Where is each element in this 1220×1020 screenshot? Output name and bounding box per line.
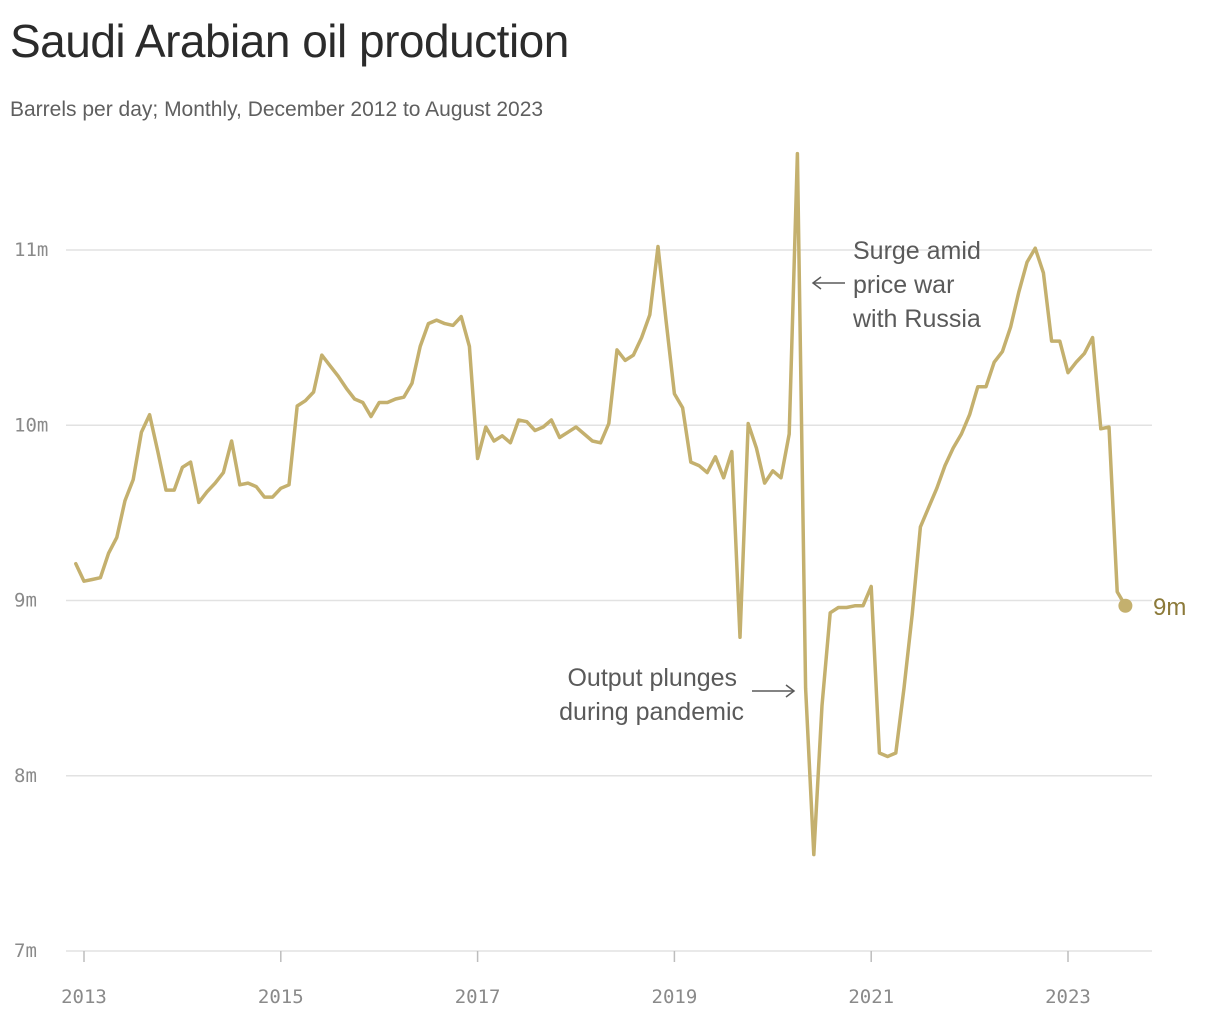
y-tick-label: 11m xyxy=(14,239,48,261)
annotation-surge: Surge amid price war with Russia xyxy=(811,237,988,333)
x-tick-label: 2015 xyxy=(258,986,304,1008)
annotation-plunge-line-2: during pandemic xyxy=(559,698,744,726)
annotation-surge-line-1: Surge amid xyxy=(853,237,981,265)
y-tick-label: 10m xyxy=(14,414,48,436)
x-tick-label: 2019 xyxy=(652,986,698,1008)
x-tick-label: 2013 xyxy=(61,986,107,1008)
gridlines xyxy=(66,249,1152,952)
end-point-marker xyxy=(1118,598,1133,613)
end-value-label: 9m xyxy=(1153,594,1186,621)
y-tick-label: 7m xyxy=(14,940,37,962)
x-tick-label: 2021 xyxy=(848,986,894,1008)
annotation-surge-line-3: with Russia xyxy=(852,305,981,333)
annotation-surge-arrow xyxy=(811,276,845,290)
y-tick-label: 9m xyxy=(14,590,37,612)
annotation-plunge-text: Output plunges during pandemic xyxy=(559,664,744,726)
chart-title: Saudi Arabian oil production xyxy=(10,15,569,67)
x-tick-label: 2017 xyxy=(455,986,501,1008)
x-tick-label: 2023 xyxy=(1045,986,1091,1008)
x-axis: 2013 2015 2017 2019 2021 2023 xyxy=(61,951,1091,1008)
annotation-plunge-line-1: Output plunges xyxy=(567,664,737,692)
annotation-surge-text: Surge amid price war with Russia xyxy=(852,237,988,333)
y-tick-label: 8m xyxy=(14,765,37,787)
chart-subtitle: Barrels per day; Monthly, December 2012 … xyxy=(10,98,544,121)
series-line xyxy=(74,151,1128,857)
annotation-plunge: Output plunges during pandemic xyxy=(559,664,796,726)
series-layer xyxy=(74,151,1133,857)
y-axis-tick-labels: 7m 8m 9m 10m 11m xyxy=(14,239,48,962)
annotation-surge-line-2: price war xyxy=(853,271,954,299)
annotation-plunge-arrow xyxy=(752,684,796,698)
